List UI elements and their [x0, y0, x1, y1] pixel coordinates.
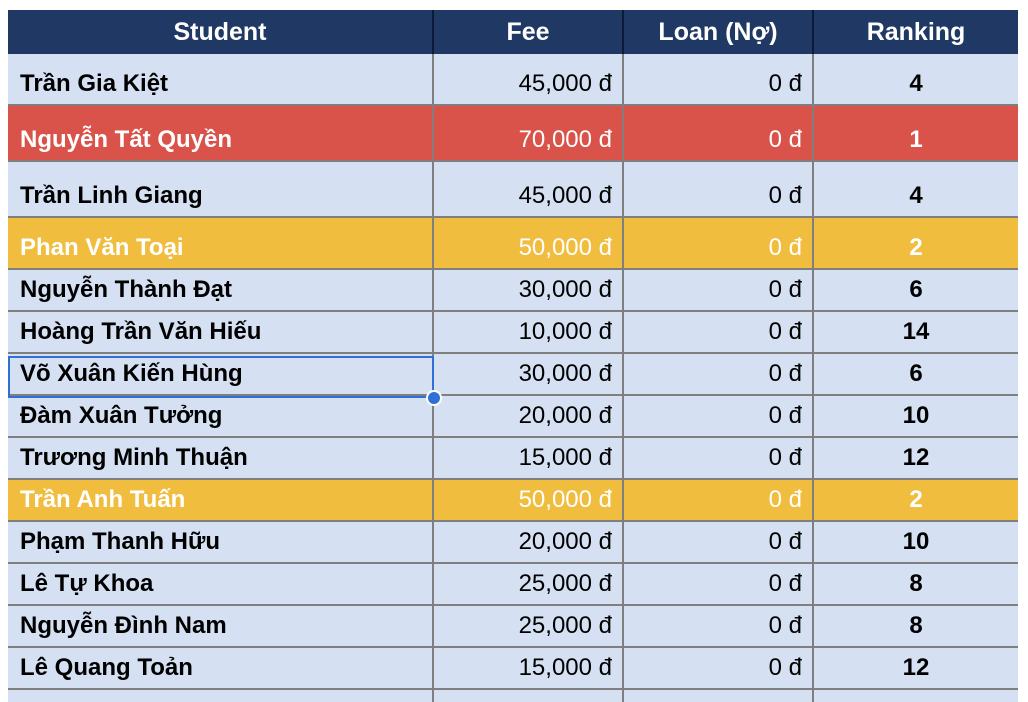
ranking-cell[interactable]: 8 [814, 564, 1018, 606]
student-cell[interactable]: Phan Văn Toại [8, 218, 434, 270]
ranking-cell[interactable]: 10 [814, 522, 1018, 564]
loan-cell[interactable]: 0 đ [624, 106, 814, 162]
fee-cell[interactable]: 70,000 đ [434, 106, 624, 162]
fee-cell[interactable]: 45,000 đ [434, 162, 624, 218]
fee-cell[interactable]: 15,000 đ [434, 438, 624, 480]
loan-cell[interactable]: 0 đ [624, 270, 814, 312]
student-cell[interactable]: Trần Gia Kiệt [8, 54, 434, 106]
loan-cell[interactable] [624, 690, 814, 702]
student-cell[interactable]: Phạm Thanh Hữu [8, 522, 434, 564]
loan-cell[interactable]: 0 đ [624, 162, 814, 218]
ranking-cell[interactable]: 1 [814, 106, 1018, 162]
fee-cell[interactable]: 30,000 đ [434, 270, 624, 312]
student-cell[interactable]: Nguyễn Thành Đạt [8, 270, 434, 312]
ranking-cell[interactable]: 6 [814, 354, 1018, 396]
fee-cell[interactable]: 50,000 đ [434, 480, 624, 522]
ranking-cell[interactable]: 4 [814, 162, 1018, 218]
student-cell[interactable]: Trần Anh Tuấn [8, 480, 434, 522]
ranking-cell[interactable] [814, 690, 1018, 702]
fee-cell[interactable]: 20,000 đ [434, 396, 624, 438]
fill-handle[interactable] [426, 390, 442, 406]
student-cell[interactable]: Trương Minh Thuận [8, 438, 434, 480]
loan-cell[interactable]: 0 đ [624, 218, 814, 270]
loan-cell[interactable]: 0 đ [624, 564, 814, 606]
ranking-cell[interactable]: 8 [814, 606, 1018, 648]
ranking-cell[interactable]: 2 [814, 218, 1018, 270]
fee-cell[interactable]: 25,000 đ [434, 606, 624, 648]
loan-cell[interactable]: 0 đ [624, 480, 814, 522]
student-cell[interactable]: Nguyễn Tất Quyền [8, 106, 434, 162]
table-row [8, 690, 1018, 702]
ranking-cell[interactable]: 10 [814, 396, 1018, 438]
loan-cell[interactable]: 0 đ [624, 438, 814, 480]
fee-cell[interactable]: 10,000 đ [434, 312, 624, 354]
header-fee[interactable]: Fee [434, 10, 624, 54]
fee-cell[interactable]: 15,000 đ [434, 648, 624, 690]
student-cell[interactable]: Lê Quang Toản [8, 648, 434, 690]
header-student[interactable]: Student [8, 10, 434, 54]
fee-cell[interactable]: 30,000 đ [434, 354, 624, 396]
fee-cell[interactable]: 25,000 đ [434, 564, 624, 606]
loan-cell[interactable]: 0 đ [624, 396, 814, 438]
ranking-cell[interactable]: 6 [814, 270, 1018, 312]
ranking-cell[interactable]: 14 [814, 312, 1018, 354]
header-loan[interactable]: Loan (Nợ) [624, 10, 814, 54]
student-cell[interactable]: Hoàng Trần Văn Hiếu [8, 312, 434, 354]
loan-cell[interactable]: 0 đ [624, 648, 814, 690]
spreadsheet-grid: Student Fee Loan (Nợ) Ranking Trần Gia K… [8, 10, 1018, 702]
ranking-cell[interactable]: 2 [814, 480, 1018, 522]
fee-cell[interactable] [434, 690, 624, 702]
student-cell[interactable]: Trần Linh Giang [8, 162, 434, 218]
loan-cell[interactable]: 0 đ [624, 522, 814, 564]
ranking-cell[interactable]: 12 [814, 648, 1018, 690]
student-cell[interactable]: Đàm Xuân Tưởng [8, 396, 434, 438]
loan-cell[interactable]: 0 đ [624, 606, 814, 648]
student-cell[interactable]: Võ Xuân Kiến Hùng [8, 354, 434, 396]
ranking-cell[interactable]: 12 [814, 438, 1018, 480]
loan-cell[interactable]: 0 đ [624, 312, 814, 354]
student-cell[interactable]: Nguyễn Đình Nam [8, 606, 434, 648]
fee-cell[interactable]: 45,000 đ [434, 54, 624, 106]
loan-cell[interactable]: 0 đ [624, 354, 814, 396]
fee-cell[interactable]: 20,000 đ [434, 522, 624, 564]
loan-cell[interactable]: 0 đ [624, 54, 814, 106]
student-cell[interactable] [8, 690, 434, 702]
header-row: Student Fee Loan (Nợ) Ranking [8, 10, 1018, 54]
cell-selection-outline [8, 356, 434, 398]
student-cell[interactable]: Lê Tự Khoa [8, 564, 434, 606]
fee-cell[interactable]: 50,000 đ [434, 218, 624, 270]
ranking-cell[interactable]: 4 [814, 54, 1018, 106]
header-ranking[interactable]: Ranking [866, 17, 966, 46]
